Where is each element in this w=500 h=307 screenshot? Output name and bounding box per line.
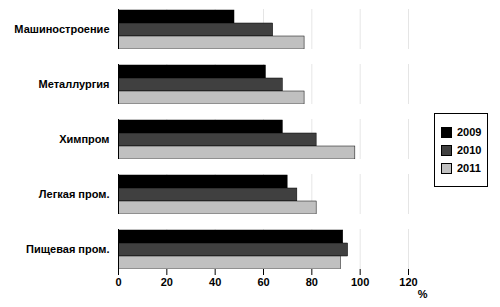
svg-text:Легкая пром.: Легкая пром. xyxy=(39,188,110,200)
svg-text:60: 60 xyxy=(257,276,269,288)
html-text:2009: 2009 xyxy=(457,126,482,138)
svg-text:20: 20 xyxy=(161,276,173,288)
html-text:2010: 2010 xyxy=(457,144,482,156)
svg-text:40: 40 xyxy=(209,276,221,288)
svg-text:80: 80 xyxy=(306,276,318,288)
html-text:2011: 2011 xyxy=(457,162,481,174)
svg-text:Пищевая пром.: Пищевая пром. xyxy=(26,243,109,255)
svg-text:120: 120 xyxy=(399,276,417,288)
svg-text:Машиностроение: Машиностроение xyxy=(14,23,109,35)
svg-text:Химпром: Химпром xyxy=(59,133,109,145)
svg-text:0: 0 xyxy=(115,276,121,288)
svg-text:Металлургия: Металлургия xyxy=(39,78,110,90)
svg-text:100: 100 xyxy=(351,276,369,288)
svg-text:%: % xyxy=(418,288,428,300)
